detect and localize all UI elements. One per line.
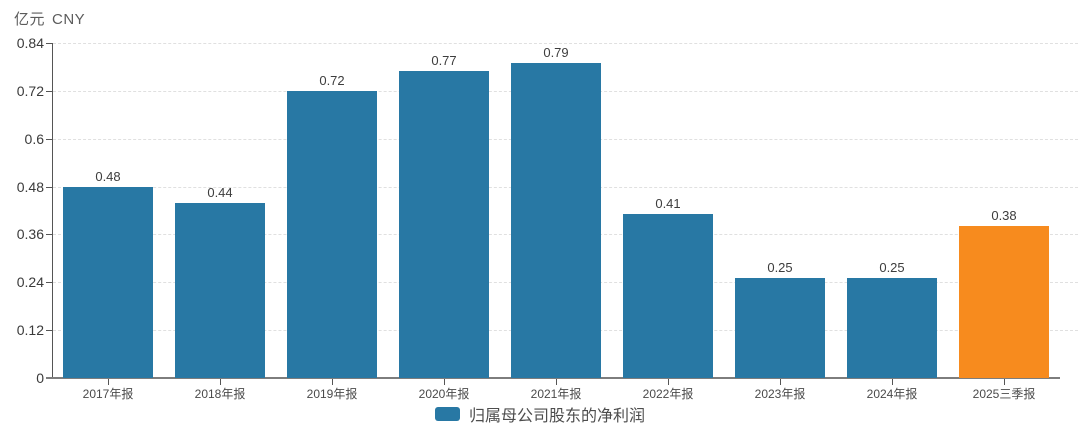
bar-value-label-2024年报: 0.25 <box>879 260 905 276</box>
y-tick-mark-0.72 <box>46 90 52 92</box>
x-tick-label-2022年报[interactable]: 2022年报 <box>642 387 694 401</box>
x-tick-mark-2023年报 <box>780 379 781 385</box>
y-tick-mark-0.6 <box>46 138 52 140</box>
legend[interactable]: 归属母公司股东的净利润 <box>0 402 1080 426</box>
bar-2020年报[interactable] <box>399 70 489 378</box>
x-tick-mark-2019年报 <box>332 379 333 385</box>
bar-value-label-2022年报: 0.41 <box>655 196 681 212</box>
x-tick-mark-2018年报 <box>220 379 221 385</box>
y-tick-label-0.84: 0.84 <box>16 35 44 51</box>
x-axis-line <box>46 377 1060 379</box>
x-tick-mark-2022年报 <box>668 379 669 385</box>
x-tick-mark-2025三季报 <box>1004 379 1005 385</box>
y-tick-label-0.72: 0.72 <box>16 82 44 99</box>
y-tick-label-0.48: 0.48 <box>16 178 44 195</box>
y-tick-label-0.12: 0.12 <box>16 322 44 339</box>
bar-2023年报[interactable] <box>735 278 825 378</box>
x-tick-mark-2017年报 <box>108 379 109 385</box>
unit-secondary: CNY <box>52 11 86 28</box>
x-tick-label-2024年报[interactable]: 2024年报 <box>866 387 918 401</box>
x-tick-label-2019年报[interactable]: 2019年报 <box>306 387 358 401</box>
bar-2022年报[interactable] <box>623 214 713 378</box>
y-axis-line <box>52 43 53 378</box>
bar-2019年报[interactable] <box>287 90 377 378</box>
x-tick-label-2018年报[interactable]: 2018年报 <box>194 387 246 401</box>
y-tick-mark-0.24 <box>46 282 52 284</box>
legend-swatch <box>434 407 460 421</box>
y-tick-label-0.24: 0.24 <box>16 274 44 291</box>
bar-value-label-2018年报: 0.44 <box>207 184 233 200</box>
legend-label: 归属母公司股东的净利润 <box>468 408 645 425</box>
x-tick-label-2017年报[interactable]: 2017年报 <box>82 387 134 401</box>
bar-2025三季报[interactable] <box>959 226 1049 378</box>
x-tick-label-2021年报[interactable]: 2021年报 <box>530 387 582 401</box>
y-tick-mark-0.48 <box>46 186 52 188</box>
bar-value-label-2025三季报: 0.38 <box>991 208 1017 224</box>
bar-2021年报[interactable] <box>511 62 601 378</box>
y-axis-unit-label: 亿元 CNY <box>14 8 85 29</box>
y-tick-label-0: 0 <box>36 370 44 386</box>
x-tick-label-2023年报[interactable]: 2023年报 <box>754 387 806 401</box>
x-tick-mark-2020年报 <box>444 379 445 385</box>
bar-value-label-2019年报: 0.72 <box>319 72 345 88</box>
bar-2024年报[interactable] <box>847 278 937 378</box>
gridline-0.84 <box>53 43 1078 44</box>
bar-value-label-2020年报: 0.77 <box>431 52 457 68</box>
x-tick-mark-2021年报 <box>556 379 557 385</box>
unit-primary: 亿元 <box>14 11 46 28</box>
bar-2017年报[interactable] <box>63 186 153 378</box>
y-tick-mark-0.84 <box>46 43 52 44</box>
bar-value-label-2023年报: 0.25 <box>767 260 793 276</box>
x-tick-mark-2024年报 <box>892 379 893 385</box>
bar-value-label-2021年报: 0.79 <box>543 44 569 60</box>
y-tick-label-0.36: 0.36 <box>16 226 44 243</box>
y-tick-label-0.6: 0.6 <box>24 130 44 147</box>
y-tick-mark-0.12 <box>46 330 52 332</box>
bar-2018年报[interactable] <box>175 202 265 378</box>
x-tick-label-2025三季报[interactable]: 2025三季报 <box>972 387 1036 401</box>
y-tick-mark-0.36 <box>46 234 52 236</box>
bar-value-label-2017年报: 0.48 <box>95 168 121 184</box>
x-tick-label-2020年报[interactable]: 2020年报 <box>418 387 470 401</box>
